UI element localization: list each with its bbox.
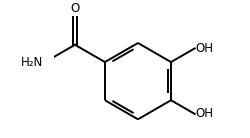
Text: OH: OH bbox=[196, 42, 214, 55]
Text: O: O bbox=[70, 2, 80, 15]
Text: OH: OH bbox=[196, 107, 214, 120]
Text: H₂N: H₂N bbox=[21, 56, 43, 69]
